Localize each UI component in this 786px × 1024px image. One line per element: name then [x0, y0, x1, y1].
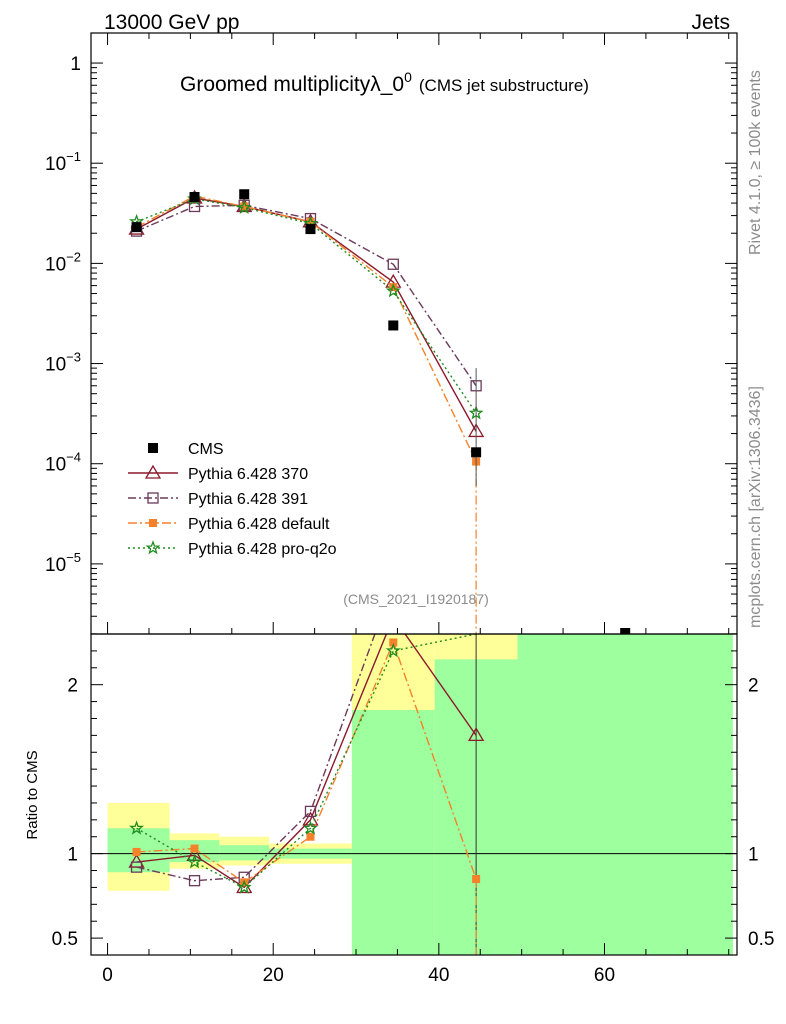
ratio-series-line-3 [136, 634, 477, 889]
ratio-series-point-3-4 [385, 643, 401, 658]
legend-label-0: Pythia 6.428 370 [188, 466, 308, 483]
main-ytick-base-4: 10 [45, 455, 66, 476]
ratio-series-line-2 [136, 640, 477, 884]
legend-marker-3 [145, 540, 161, 555]
main-ytick-label-1: 10−1 [45, 149, 81, 175]
ratio-series-point-2-0 [132, 847, 141, 856]
cms-data-point-0 [131, 222, 142, 233]
main-plot-area [128, 189, 631, 634]
main-ytick-base-3: 10 [45, 355, 66, 376]
side-text-bottom: mcplots.cern.ch [arXiv:1306.3436] [747, 386, 764, 628]
cms-data-point-3 [305, 224, 316, 235]
legend-label-cms: CMS [188, 441, 224, 458]
legend-marker-cms [148, 443, 158, 453]
chart-title: Groomed multiplicityλ_00 (CMS jet substru… [180, 69, 589, 96]
ratio-series-point-1-1 [188, 875, 201, 887]
ratio-ytick-label-right-2: 0.5 [748, 929, 774, 950]
ratio-ytick-label-right-0: 2 [748, 676, 759, 697]
ratio-band-green-6 [517, 634, 733, 955]
main-ytick-exp-3: −3 [66, 350, 81, 365]
ratio-plot-area [91, 634, 737, 955]
main-series-point-3-4 [385, 283, 401, 298]
main-ytick-label-3: 10−3 [45, 350, 81, 376]
ratio-series-point-3-1 [187, 854, 202, 869]
main-series-point-2-3 [306, 217, 315, 226]
main-ytick-exp-4: −4 [66, 450, 81, 465]
main-ytick-exp-2: −2 [66, 249, 81, 264]
main-ytick-base-2: 10 [45, 254, 66, 275]
cms-data-point-2 [239, 189, 250, 200]
main-ytick-label-4: 10−4 [45, 450, 81, 476]
ratio-ytick-label-right-1: 1 [748, 845, 759, 866]
ratio-ylabel: Ratio to CMS [24, 750, 41, 839]
ratio-series-point-0-2 [236, 879, 253, 894]
ratio-series-point-0-0 [128, 853, 145, 868]
ratio-series-point-3-0 [128, 820, 145, 835]
ratio-series-point-1-0 [130, 861, 143, 873]
legend-item-cms: CMS [148, 441, 224, 458]
main-series-point-1-4 [387, 258, 399, 270]
legend-item-0: Pythia 6.428 370 [128, 464, 308, 483]
legend: CMS Pythia 6.428 370 Pythia 6.428 391 Pythi… [128, 441, 337, 558]
ratio-series-point-3-3 [303, 820, 318, 835]
main-series-line-3 [136, 198, 477, 414]
main-series-line-1 [136, 204, 477, 387]
axes: 110−110−210−310−410−52 21 10.5 0.50 20 40 60 [45, 32, 774, 986]
cms-data-point-4 [388, 320, 399, 331]
main-plot [128, 189, 631, 634]
xtick-label-1: 20 [263, 965, 284, 986]
xtick-label-0: 0 [102, 965, 113, 986]
chart-title-main: Groomed multiplicityλ_0 [180, 73, 404, 96]
ratio-band-green-4 [351, 710, 435, 955]
xtick-label-3: 60 [594, 965, 615, 986]
ratio-plot [91, 634, 737, 955]
header-left: 13000 GeV pp [104, 11, 239, 34]
ratio-series-point-0-5 [467, 727, 485, 742]
ratio-frame [90, 633, 738, 956]
legend-item-1: Pythia 6.428 391 [128, 491, 308, 508]
main-ytick-base-5: 10 [45, 555, 66, 576]
cms-data-point-6 [620, 628, 631, 634]
ratio-ytick-label-left-2: 0.5 [52, 929, 78, 950]
chart-title-sup: 0 [404, 69, 412, 85]
legend-item-3: Pythia 6.428 pro-q2o [128, 540, 337, 558]
ratio-series-line-1 [136, 634, 376, 882]
header-right: Jets [691, 11, 730, 34]
ratio-series-point-1-3 [304, 805, 317, 818]
legend-label-1: Pythia 6.428 391 [188, 491, 308, 508]
cms-data-point-5 [471, 447, 482, 458]
main-ytick-exp-1: −1 [66, 149, 81, 164]
ratio-bands [107, 634, 733, 955]
main-ytick-label-0: 1 [70, 54, 81, 75]
legend-marker-2 [149, 519, 157, 527]
main-ytick-exp-5: −5 [66, 550, 81, 565]
ratio-ytick-label-left-0: 2 [67, 676, 78, 697]
legend-label-2: Pythia 6.428 default [188, 516, 330, 533]
ratio-series-point-2-1 [190, 844, 199, 853]
main-series-point-2-4 [389, 283, 398, 292]
cms-data-point-1 [189, 191, 200, 202]
ratio-series-point-3-2 [236, 879, 252, 894]
ratio-series-point-0-3 [302, 811, 319, 826]
ratio-series-point-2-4 [389, 638, 398, 647]
analysis-watermark: (CMS_2021_I1920187) [343, 591, 489, 607]
ratio-series-point-2-3 [306, 832, 315, 841]
main-series-point-3-2 [236, 199, 252, 214]
ratio-ytick-label-left-1: 1 [67, 845, 78, 866]
main-series-point-2-2 [240, 202, 249, 211]
main-series-line-2 [136, 195, 477, 462]
ratio-series-point-0-1 [186, 847, 203, 861]
legend-marker-1 [147, 492, 159, 504]
chart-title-sub: (CMS jet substructure) [419, 76, 589, 95]
main-ytick-base-1: 10 [45, 154, 66, 175]
side-text-top: Rivet 4.1.0, ≥ 100k events [747, 70, 764, 255]
main-ytick-label-2: 10−2 [45, 249, 81, 275]
legend-item-2: Pythia 6.428 default [128, 516, 330, 533]
legend-marker-0 [144, 464, 162, 479]
xtick-label-2: 40 [428, 965, 449, 986]
ratio-band-green-2 [219, 845, 270, 861]
legend-label-3: Pythia 6.428 pro-q2o [188, 541, 337, 558]
main-ytick-label-5: 10−5 [45, 550, 81, 576]
